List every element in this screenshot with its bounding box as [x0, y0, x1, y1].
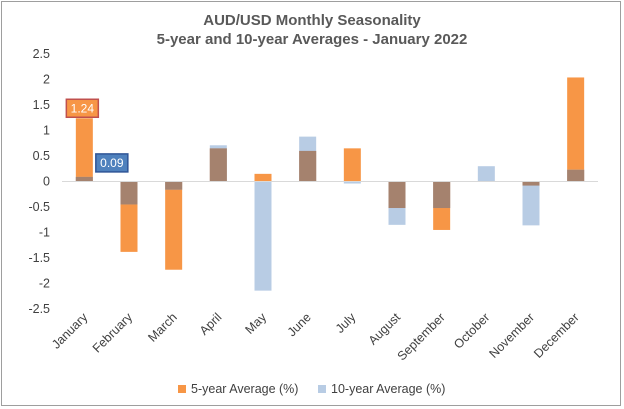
- bar-10yr: [254, 181, 272, 291]
- bar-10yr: [477, 166, 495, 182]
- bar-5yr: [165, 181, 183, 270]
- bar-5yr: [567, 77, 585, 182]
- data-label: 1.24: [71, 101, 95, 115]
- y-tick-label: -2.5: [28, 302, 50, 316]
- bar-5yr: [75, 118, 93, 182]
- bar-10yr: [522, 181, 540, 226]
- legend-swatch: [318, 385, 326, 393]
- y-tick-label: -1: [39, 226, 50, 240]
- chart-title: AUD/USD Monthly Seasonality: [203, 12, 421, 29]
- x-axis: January February March April May June July Augu…: [49, 310, 582, 364]
- data-label-box: [65, 98, 100, 119]
- legend-label: 5-year Average (%): [191, 382, 298, 396]
- bar-overlap: [567, 169, 585, 182]
- bar-overlap: [165, 181, 183, 190]
- bar-overlap: [433, 181, 451, 209]
- y-tick-label: 1.5: [33, 98, 50, 112]
- bar-10yr: [343, 181, 361, 184]
- x-tick-label: January: [49, 310, 91, 352]
- x-tick-label: September: [395, 310, 448, 363]
- x-tick-label: April: [197, 310, 225, 338]
- legend: 5-year Average (%) 10-year Average (%): [178, 382, 445, 396]
- bar-overlap: [209, 148, 227, 182]
- bar-5yr: [254, 173, 272, 182]
- legend-label: 10-year Average (%): [331, 382, 445, 396]
- y-tick-label: 0.5: [33, 149, 50, 163]
- y-tick-label: -1.5: [28, 251, 50, 265]
- bar-overlap: [522, 181, 540, 186]
- bar-overlap: [120, 181, 138, 205]
- y-tick-label: 2.5: [33, 47, 50, 61]
- x-tick-label: May: [243, 310, 270, 337]
- y-tick-label: 0: [43, 175, 50, 189]
- data-label-box: [95, 153, 129, 173]
- x-tick-label: August: [366, 310, 404, 348]
- legend-swatch: [178, 385, 186, 393]
- bar-overlap: [299, 150, 317, 182]
- data-labels: 1.24 0.09: [65, 98, 129, 173]
- x-tick-label: November: [486, 310, 537, 361]
- x-tick-label: June: [285, 310, 314, 339]
- chart-subtitle: 5-year and 10-year Averages - January 20…: [157, 31, 468, 48]
- x-tick-label: February: [90, 310, 136, 356]
- x-tick-label: July: [333, 310, 359, 336]
- x-tick-label: March: [145, 310, 179, 344]
- y-tick-label: 1: [43, 124, 50, 138]
- x-tick-label: December: [531, 310, 582, 361]
- data-label: 0.09: [100, 156, 124, 170]
- y-tick-label: -2: [39, 277, 50, 291]
- y-tick-label: 2: [43, 73, 50, 87]
- bar-overlap: [75, 176, 93, 182]
- y-axis: 2.5 2 1.5 1 0.5 0 -0.5 -1 -1.5 -2 -2.5: [28, 47, 50, 316]
- x-tick-label: October: [451, 310, 492, 351]
- bar-5yr: [343, 148, 361, 182]
- y-tick-label: -0.5: [28, 200, 50, 214]
- bar-overlap: [388, 181, 406, 209]
- bars: [75, 77, 585, 291]
